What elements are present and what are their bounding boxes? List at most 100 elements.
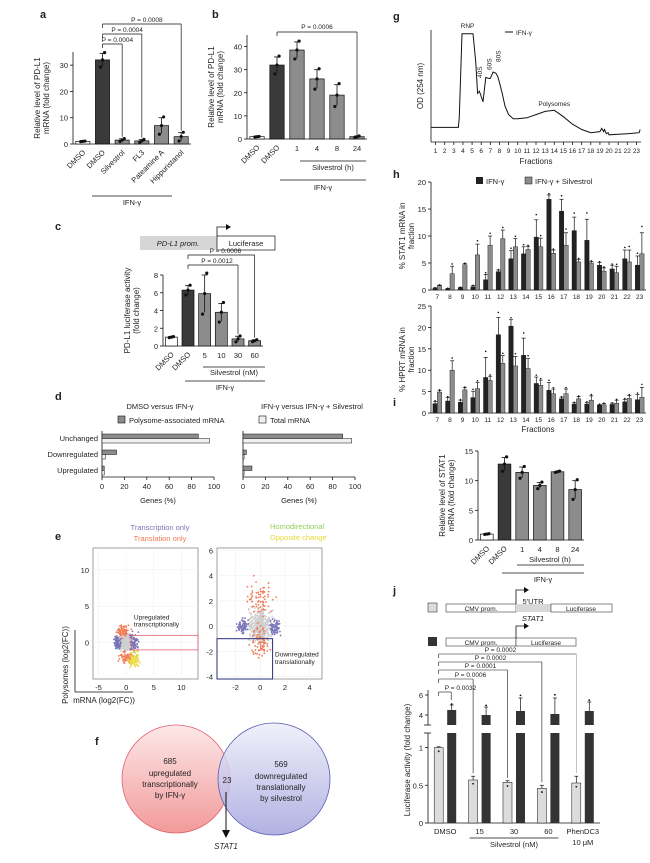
data-point <box>573 487 577 492</box>
panel-label-d: d <box>55 391 62 403</box>
stat1-label: STAT1 <box>214 842 238 851</box>
luciferase-box <box>550 603 613 613</box>
bar <box>533 485 547 541</box>
data-point <box>539 377 542 380</box>
x-axis-label: Genes (%) <box>140 496 176 505</box>
data-point <box>451 263 453 265</box>
data-point <box>245 625 248 627</box>
data-point <box>628 245 631 248</box>
bar <box>242 465 253 471</box>
data-point <box>271 627 274 630</box>
bar <box>101 433 199 439</box>
data-point <box>267 593 269 596</box>
data-point <box>125 659 127 662</box>
x-tick-label: 19 <box>585 294 593 301</box>
x-tick-label: 0 <box>258 683 262 692</box>
bar <box>597 264 602 291</box>
data-point <box>258 636 261 638</box>
x-tick-label: 80 <box>328 482 336 491</box>
data-point <box>565 386 567 389</box>
data-point <box>548 192 550 195</box>
bar <box>449 273 455 291</box>
data-point <box>451 357 453 359</box>
data-point <box>251 590 254 592</box>
bar <box>497 463 512 541</box>
x-tick-label: 12 <box>532 148 540 155</box>
bar <box>546 199 552 291</box>
data-point <box>131 659 133 661</box>
x-tick-label: 18 <box>573 294 581 301</box>
x-tick-label: 7 <box>436 294 440 301</box>
data-point <box>487 532 491 536</box>
data-point <box>247 619 250 622</box>
data-point <box>125 629 128 632</box>
data-point <box>126 648 129 651</box>
data-point <box>124 657 127 660</box>
data-point <box>497 311 500 314</box>
data-point <box>238 622 241 624</box>
data-point <box>259 600 262 603</box>
data-point <box>271 618 274 621</box>
bar <box>533 236 539 291</box>
x-tick-label: 16 <box>548 417 556 424</box>
bar <box>550 253 556 291</box>
x-tick-label: 8 <box>335 144 339 153</box>
venn-set-transcriptional <box>121 724 231 834</box>
category-label: Downregulated <box>48 450 98 459</box>
data-point <box>279 634 282 637</box>
data-point <box>125 647 127 650</box>
data-point <box>313 87 317 91</box>
bar-utr-construct <box>468 779 478 824</box>
bar <box>559 210 564 291</box>
x-tick-label: 10 <box>217 351 225 360</box>
x-tick-label: 20 <box>605 148 613 155</box>
data-point <box>205 271 209 275</box>
data-point <box>268 618 271 621</box>
data-point <box>125 637 128 640</box>
x-tick-label: 4 <box>315 144 319 153</box>
x-axis-label: Fractions <box>520 157 553 166</box>
data-point <box>260 640 263 642</box>
data-point <box>261 655 263 657</box>
x-tick-label: 10 <box>177 683 185 692</box>
data-point <box>186 288 190 292</box>
data-point <box>250 615 253 618</box>
x-tick-label: 0 <box>241 482 245 491</box>
data-point <box>83 139 87 143</box>
data-point <box>252 605 255 608</box>
data-point <box>134 665 137 668</box>
bar <box>576 261 582 291</box>
data-point <box>522 243 525 246</box>
x-tick-label: 22 <box>623 294 631 301</box>
legend-label: Homodirectional <box>270 522 325 531</box>
p-value: P = 0.0006 <box>455 672 487 679</box>
data-point <box>484 271 487 274</box>
highlight-box <box>216 638 274 680</box>
x-tick-label: 30 <box>234 351 242 360</box>
data-point <box>249 617 252 620</box>
data-point <box>573 212 576 214</box>
data-point <box>116 644 119 647</box>
bar <box>445 288 451 291</box>
data-point <box>552 248 555 250</box>
sub-group-label: Silvestrol (nM) <box>210 368 258 377</box>
data-point <box>263 652 266 655</box>
y-axis-label: Polysomes (log2(FC)) <box>61 626 70 704</box>
data-point <box>131 630 134 633</box>
bar <box>538 384 544 414</box>
data-point <box>236 337 240 341</box>
x-tick-label: 1 <box>295 144 299 153</box>
data-point <box>259 588 262 591</box>
data-point <box>464 262 466 265</box>
x-tick-label: DMSO <box>469 544 491 566</box>
data-point <box>476 240 479 242</box>
bar <box>538 246 544 291</box>
x-tick-label: -2 <box>232 683 239 692</box>
data-point <box>257 591 259 594</box>
panel-j-chart: CMV prom. 5′UTR STAT1 Luciferase CMV prom. Lu… <box>403 587 613 849</box>
data-point <box>275 619 278 622</box>
data-point <box>243 624 245 627</box>
data-point <box>130 662 133 665</box>
bar <box>614 272 620 291</box>
data-point <box>128 653 131 656</box>
